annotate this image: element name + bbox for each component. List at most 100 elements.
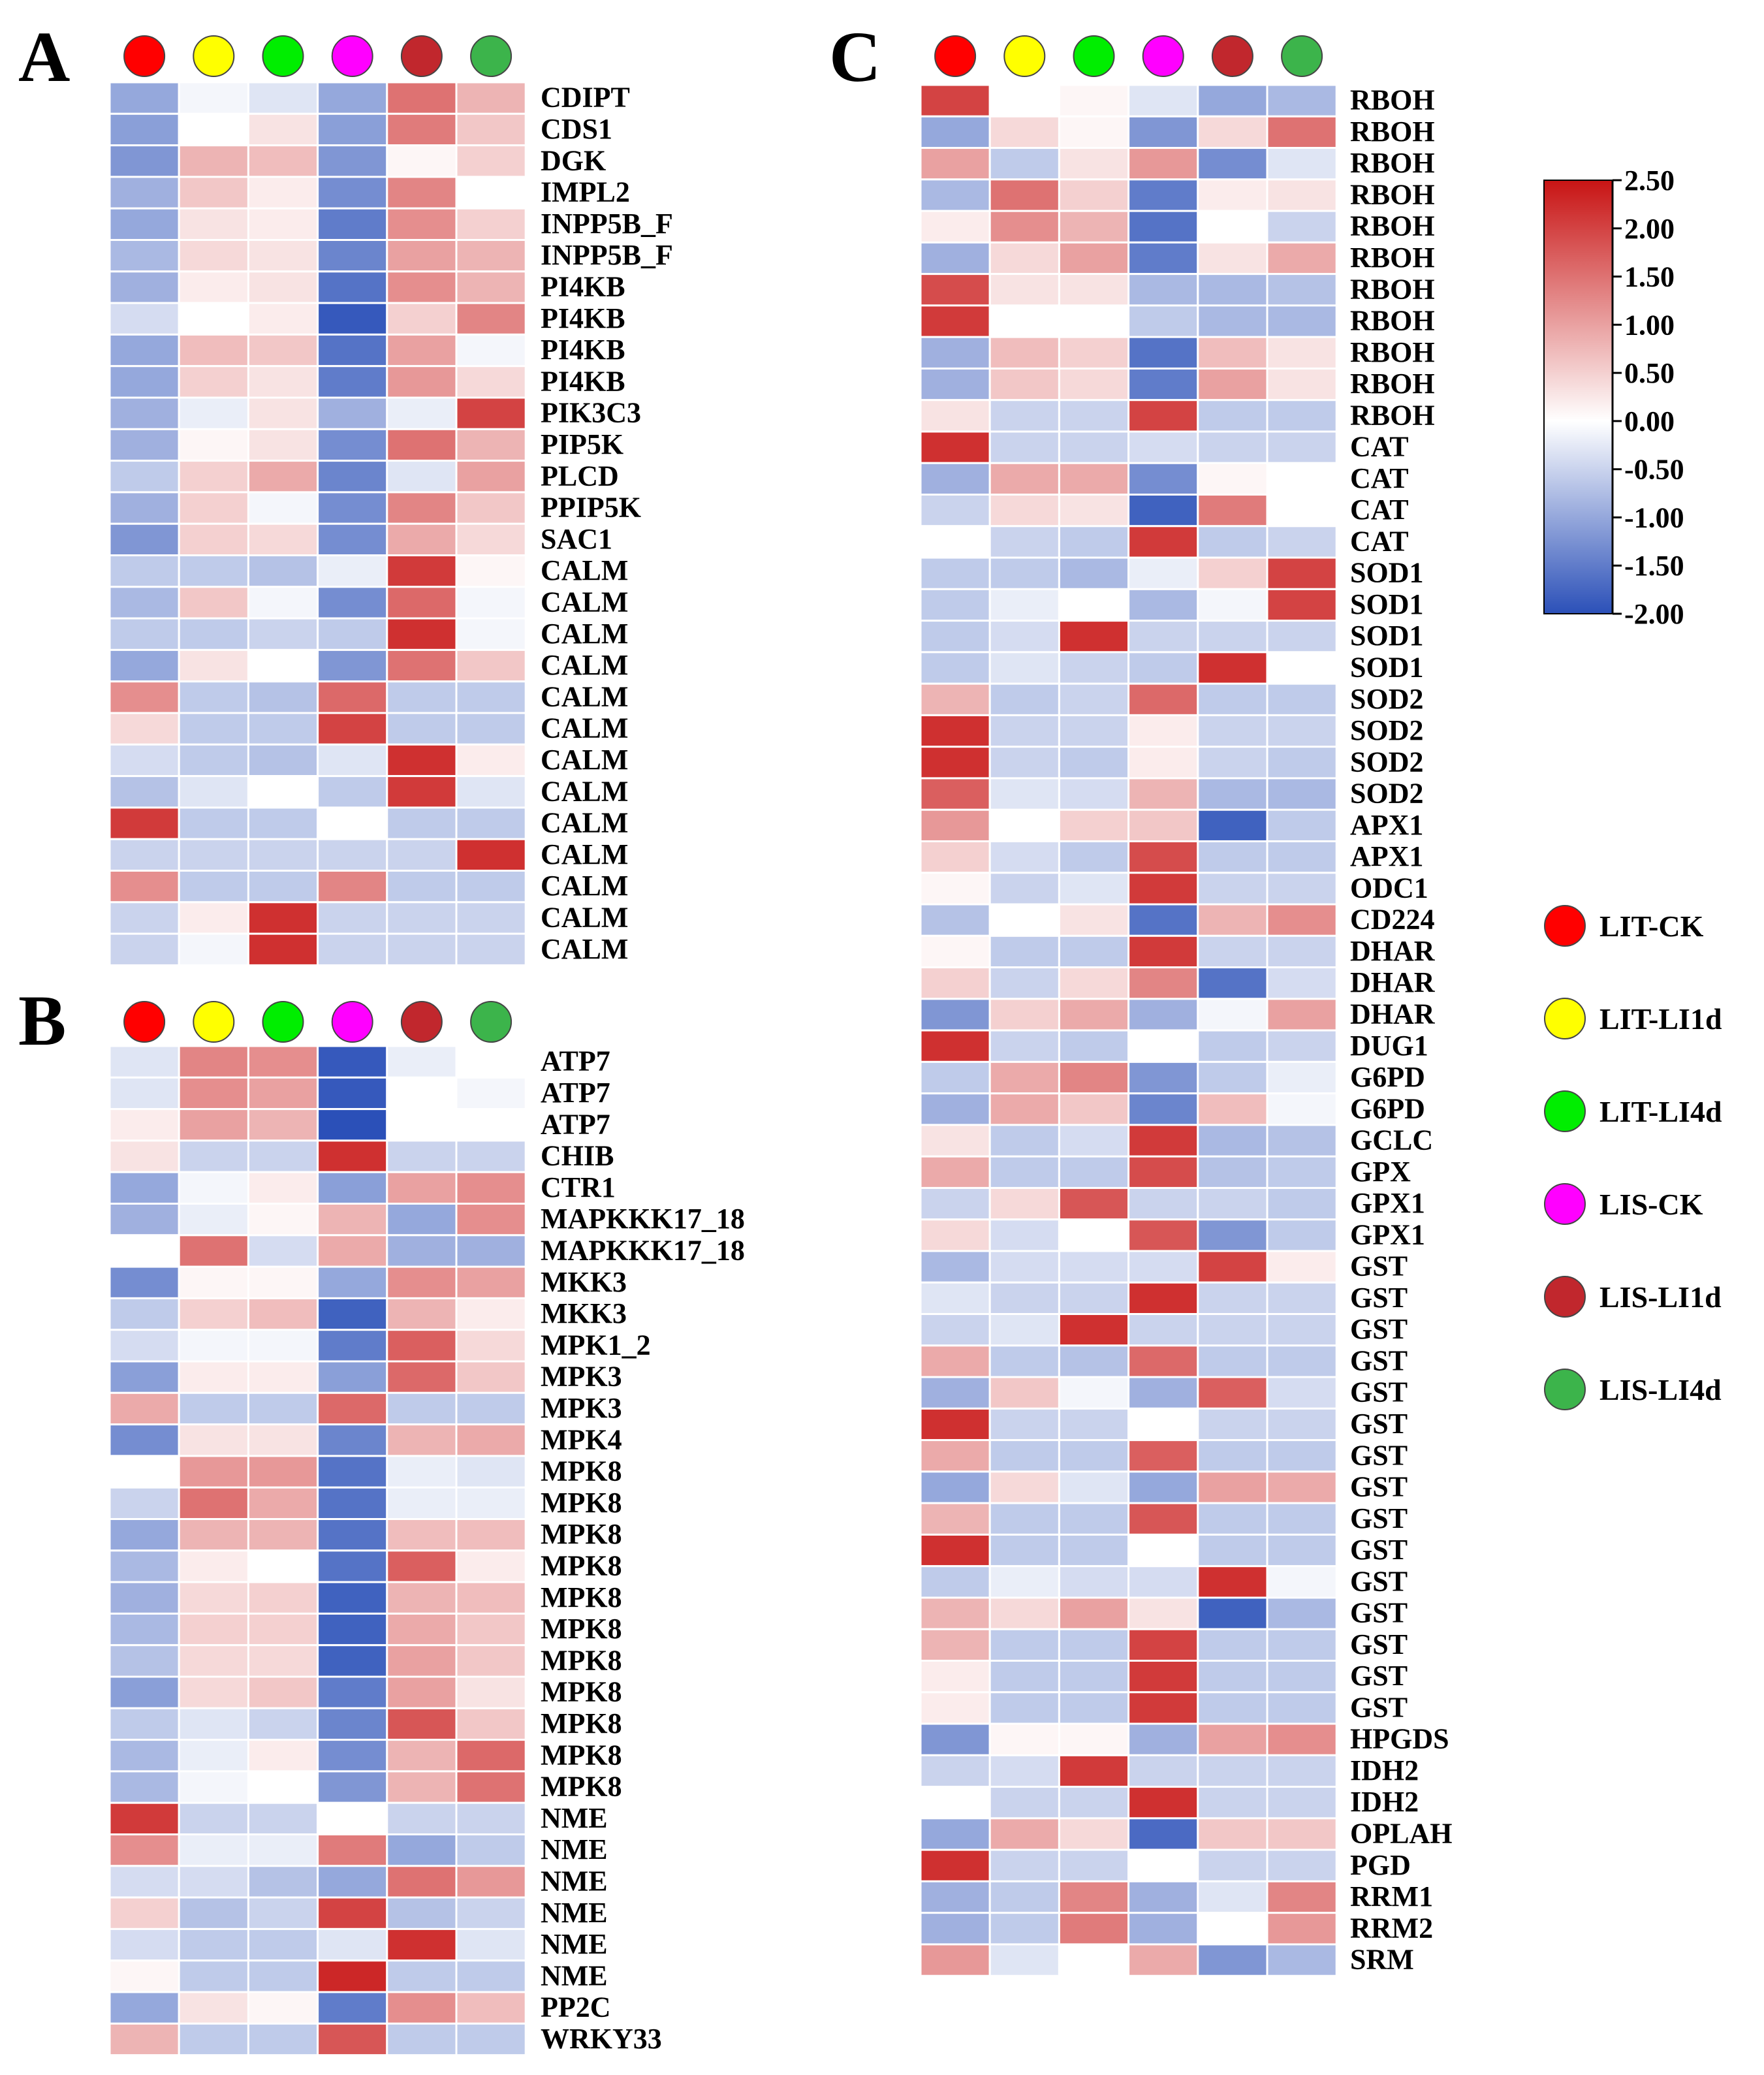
row-label: CAT (1350, 462, 1409, 494)
heatmap-cell (247, 617, 319, 651)
heatmap-cell (1058, 1470, 1130, 1504)
color-scale-tick-label: -1.50 (1624, 550, 1684, 582)
heatmap-cell (386, 207, 458, 242)
heatmap-cell (108, 333, 180, 368)
heatmap-cell (988, 1281, 1060, 1316)
heatmap-cell (1058, 273, 1130, 307)
heatmap-cell (1127, 1754, 1199, 1788)
heatmap-cell (317, 1549, 388, 1583)
row-label: RBOH (1350, 116, 1435, 148)
heatmap-cell (988, 1155, 1060, 1189)
heatmap-cell (247, 522, 319, 557)
heatmap-cell (178, 1297, 249, 1331)
heatmap-cell (247, 302, 319, 336)
heatmap-cell (455, 333, 527, 368)
heatmap-cell (386, 1644, 458, 1678)
heatmap-cell (1127, 1092, 1199, 1126)
heatmap-cell (988, 1880, 1060, 1914)
heatmap-cell (1058, 304, 1130, 338)
column-marker-lis-li1d (400, 1001, 443, 1043)
heatmap-cell (1197, 1376, 1268, 1410)
row-label: SOD1 (1350, 588, 1423, 620)
heatmap-cell (178, 428, 249, 462)
heatmap-cell (455, 1770, 527, 1804)
row-label: PLCD (541, 460, 619, 492)
row-label: CDIPT (541, 82, 630, 114)
heatmap-cell (1127, 682, 1199, 716)
heatmap-cell (919, 966, 991, 1000)
heatmap-cell (1058, 178, 1130, 212)
heatmap-cell (247, 1801, 319, 1835)
heatmap-cell (178, 1203, 249, 1237)
heatmap-cell (988, 178, 1060, 212)
row-label: INPP5B_F (541, 208, 673, 240)
heatmap-cell (988, 1029, 1060, 1063)
heatmap-cell (1058, 1344, 1130, 1378)
heatmap-cell (1058, 494, 1130, 528)
heatmap-cell (178, 1707, 249, 1741)
heatmap-cell (988, 903, 1060, 937)
heatmap-cell (919, 399, 991, 433)
heatmap-cell (919, 1124, 991, 1158)
heatmap-cell (1266, 1029, 1338, 1063)
heatmap-cell (317, 838, 388, 872)
column-marker-lis-ck (331, 35, 373, 77)
heatmap-cell (247, 2022, 319, 2057)
heatmap-cell (386, 239, 458, 273)
heatmap-cell (386, 680, 458, 714)
legend-label: LIS-CK (1599, 1188, 1703, 1221)
heatmap-cell (455, 207, 527, 242)
heatmap-cell (1127, 1628, 1199, 1662)
heatmap-cell (386, 333, 458, 368)
panel-label-b: B (18, 981, 66, 1060)
heatmap-cell (317, 522, 388, 557)
row-label: MPK8 (541, 1676, 622, 1708)
heatmap-cell (108, 522, 180, 557)
heatmap-cell (988, 1596, 1060, 1630)
heatmap-cell (317, 1391, 388, 1426)
heatmap-cell (178, 365, 249, 399)
row-label: CALM (541, 554, 628, 586)
heatmap-cell (1127, 1817, 1199, 1851)
heatmap-cell (386, 1549, 458, 1583)
heatmap-cell (178, 270, 249, 304)
heatmap-cell (1058, 1502, 1130, 1536)
heatmap-cell (386, 554, 458, 588)
heatmap-cell (988, 1407, 1060, 1442)
heatmap-cell (178, 176, 249, 210)
heatmap-cell (1127, 241, 1199, 276)
heatmap-cell (1058, 872, 1130, 906)
color-scale-bar: 2.50 2.00 1.50 1.00 0.50 0.00 -0.50 -1.00 -1.50 -… (1543, 165, 1684, 630)
row-label: MPK3 (541, 1361, 622, 1393)
heatmap-cell (455, 838, 527, 872)
heatmap-cell (988, 1502, 1060, 1536)
heatmap-cell (178, 1045, 249, 1079)
heatmap-cell (247, 1234, 319, 1268)
heatmap-cell (919, 1880, 991, 1914)
heatmap-cell (1127, 1250, 1199, 1284)
heatmap-cell (1197, 525, 1268, 559)
heatmap-cell (317, 1139, 388, 1173)
heatmap-cell (386, 806, 458, 840)
heatmap-cell (455, 1959, 527, 1993)
heatmap-cell (988, 1313, 1060, 1347)
row-label: IDH2 (1350, 1786, 1419, 1818)
heatmap-cell (108, 1770, 180, 1804)
heatmap-cell (455, 1265, 527, 1299)
heatmap-cell (247, 1139, 319, 1173)
heatmap-cell (1197, 1124, 1268, 1158)
row-label: DUG1 (1350, 1030, 1428, 1062)
row-label: GST (1350, 1313, 1408, 1345)
heatmap-cell (1058, 1848, 1130, 1882)
heatmap-cell (1197, 966, 1268, 1000)
heatmap-cell (1266, 1281, 1338, 1316)
heatmap-cell (317, 1675, 388, 1709)
heatmap-cell (1266, 1502, 1338, 1536)
heatmap-cell (178, 112, 249, 147)
heatmap-cell (247, 81, 319, 115)
heatmap-cell (108, 144, 180, 178)
heatmap-cell (247, 396, 319, 430)
heatmap-cell (1197, 1218, 1268, 1252)
heatmap-cell (178, 1865, 249, 1899)
heatmap-cell (1058, 1029, 1130, 1063)
